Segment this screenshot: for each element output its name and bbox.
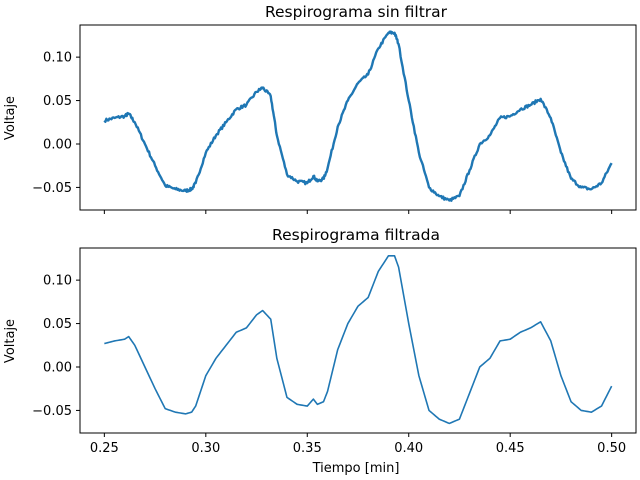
- x-tick-label: 0.45: [496, 441, 525, 456]
- panel-filtered: Respirograma filtrada Voltaje Tiempo [mi…: [3, 226, 637, 476]
- x-tick-label: 0.25: [90, 441, 119, 456]
- y-tick-label: 0.00: [43, 360, 72, 375]
- y-tick-label: 0.00: [43, 137, 72, 152]
- y-tick-label: 0.05: [43, 94, 72, 109]
- panel-title: Respirograma sin filtrar: [265, 3, 448, 21]
- plot-area: −0.05 0.00 0.05 0.10 0.25 0.30 0.35 0.40 0.45 0.5…: [32, 247, 637, 456]
- y-tick-label: 0.10: [43, 51, 72, 66]
- panel-title: Respirograma filtrada: [272, 226, 440, 244]
- x-axis-label: Tiempo [min]: [312, 461, 400, 476]
- panel-unfiltered: Respirograma sin filtrar Voltaje −0.05 0.…: [3, 3, 637, 214]
- y-tick-label: −0.05: [32, 181, 72, 196]
- x-tick-label: 0.35: [293, 441, 322, 456]
- series-line: [103, 30, 613, 202]
- axes-frame: [79, 247, 637, 434]
- series-line: [104, 255, 613, 425]
- y-tick-label: 0.05: [43, 317, 72, 332]
- plot-area: −0.05 0.00 0.05 0.10: [32, 24, 637, 214]
- x-tick-label: 0.40: [394, 441, 423, 456]
- y-axis-label: Voltaje: [3, 96, 18, 140]
- y-tick-label: 0.10: [43, 274, 72, 289]
- y-tick-label: −0.05: [32, 404, 72, 419]
- axes-frame: [79, 24, 637, 211]
- x-tick-label: 0.50: [597, 441, 626, 456]
- y-axis-label: Voltaje: [3, 319, 18, 363]
- x-tick-label: 0.30: [191, 441, 220, 456]
